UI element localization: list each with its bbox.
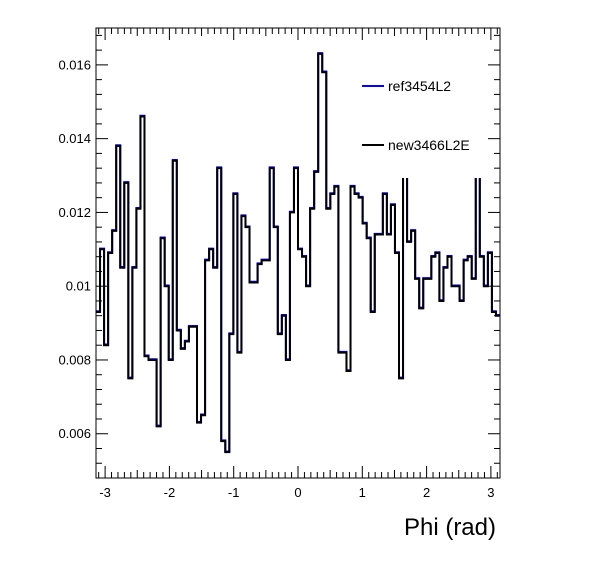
x-axis-tick-labels: -3 -2 -1 0 1 2 3 [99,485,494,500]
x-tick-label: -3 [99,485,111,500]
y-axis-ticks [96,34,500,479]
y-tick-label: 0.01 [66,279,91,294]
y-axis-tick-labels: 0.006 0.008 0.01 0.012 0.014 0.016 [58,57,91,441]
x-axis-ticks [98,28,498,478]
y-tick-label: 0.012 [58,205,91,220]
legend-label-new3466L2E: new3466L2E [388,137,470,153]
y-tick-label: 0.006 [58,426,91,441]
legend-label-ref3454L2: ref3454L2 [388,78,451,94]
x-tick-label: 2 [423,485,430,500]
legend-box [358,58,498,178]
x-tick-label: 3 [487,485,494,500]
series-layer [96,52,500,454]
x-tick-label: -1 [228,485,240,500]
y-tick-label: 0.016 [58,57,91,72]
x-tick-label: -2 [164,485,176,500]
y-tick-label: 0.008 [58,352,91,367]
x-axis-title: Phi (rad) [404,514,496,541]
series-line-new3466L2E [96,52,500,454]
x-tick-label: 1 [359,485,366,500]
y-tick-label: 0.014 [58,131,91,146]
x-tick-label: 0 [294,485,301,500]
